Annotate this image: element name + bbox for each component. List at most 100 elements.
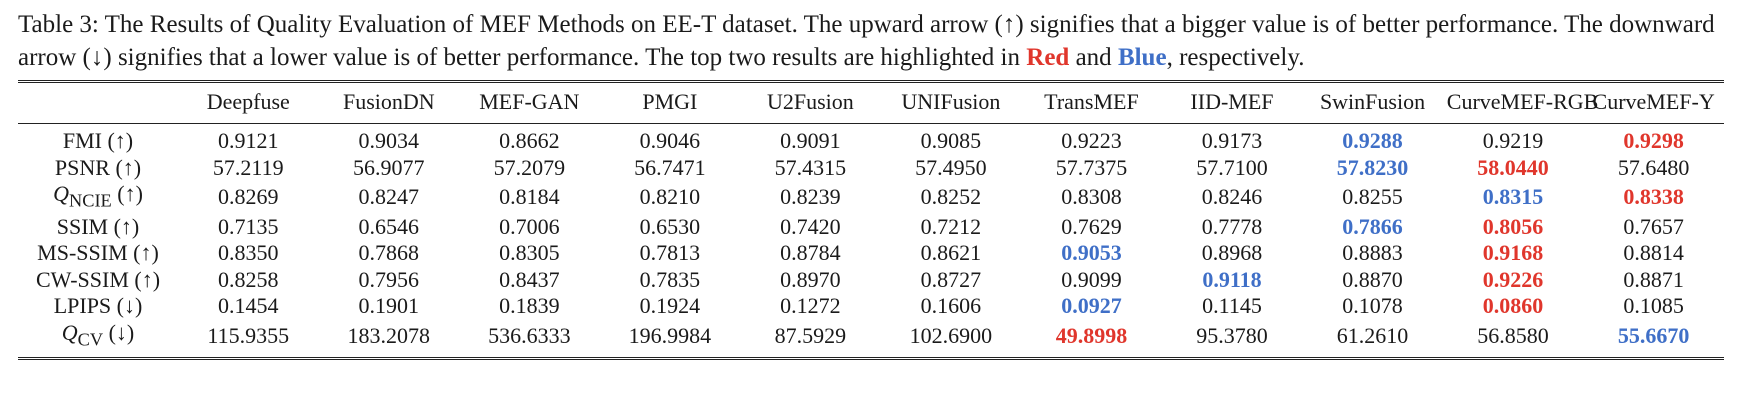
value-cell: 0.7135	[218, 213, 279, 239]
value-cell: 0.8255	[1342, 184, 1403, 210]
table-row: FMI (↑) 0.9121 0.9034 0.8662 0.9046 0.9091 0.9…	[18, 124, 1724, 155]
value-cell: 0.9168	[1482, 240, 1544, 266]
value-cell: 0.7006	[499, 213, 560, 239]
table-row: MS-SSIM (↑) 0.8350 0.7868 0.8305 0.7813 0.878…	[18, 240, 1724, 267]
value-cell: 0.8252	[920, 184, 982, 210]
value-cell: 0.9118	[1202, 266, 1262, 292]
value-cell: 183.2078	[347, 323, 431, 349]
value-cell: 0.9226	[1482, 266, 1544, 292]
value-cell: 0.7956	[358, 266, 420, 292]
value-cell: 57.4950	[915, 154, 987, 180]
value-cell: 0.0860	[1482, 293, 1544, 319]
value-cell: 87.5929	[774, 323, 847, 349]
value-cell: 0.7420	[780, 213, 841, 239]
caption-blue-word: Blue	[1117, 44, 1167, 71]
caption-main: Table 3: The Results of Quality Evaluati…	[18, 11, 1715, 71]
value-cell: 57.8230	[1336, 154, 1409, 180]
value-cell: 0.8883	[1342, 240, 1403, 266]
value-cell: 0.7629	[1061, 213, 1122, 239]
value-cell: 0.8814	[1623, 240, 1684, 266]
value-cell: 0.8184	[499, 184, 560, 210]
metric-symbol: Q	[61, 319, 78, 345]
metric-cell: FMI (↑)	[18, 124, 178, 155]
value-cell: 0.1145	[1202, 293, 1262, 319]
results-table: Deepfuse FusionDN MEF-GAN PMGI U2Fusion UNIFu…	[18, 80, 1724, 360]
value-cell: 0.8727	[920, 266, 982, 292]
value-cell: 0.9091	[780, 128, 841, 153]
column-header: CurveMEF-RGB	[1446, 89, 1599, 114]
value-cell: 0.8621	[920, 240, 982, 266]
value-cell: 115.9355	[207, 323, 290, 349]
value-cell: 57.7375	[1055, 154, 1128, 180]
table-row: QCV (↓) 115.9355 183.2078 536.6333 196.9984 8…	[18, 320, 1724, 358]
value-cell: 57.6480	[1617, 154, 1690, 180]
metric-symbol: Q	[53, 181, 69, 206]
metric-cell: MS-SSIM (↑)	[18, 240, 178, 267]
value-cell: 0.9288	[1342, 128, 1403, 153]
value-cell: 0.8258	[218, 266, 279, 292]
metric-subscript: NCIE	[68, 190, 112, 211]
value-cell: 0.8247	[358, 184, 420, 210]
value-cell: 0.6546	[358, 213, 420, 239]
column-header: UNIFusion	[901, 89, 1001, 114]
value-cell: 0.7868	[358, 240, 420, 266]
column-header: MEF-GAN	[479, 89, 580, 114]
column-header: IID-MEF	[1190, 89, 1274, 114]
value-cell: 0.8871	[1623, 266, 1684, 292]
value-cell: 0.8968	[1201, 240, 1263, 266]
column-header: Deepfuse	[206, 89, 290, 114]
value-cell: 57.2119	[212, 154, 284, 180]
metric-cell: SSIM (↑)	[18, 214, 178, 241]
value-cell: 0.8437	[499, 266, 560, 292]
value-cell: 0.1272	[780, 293, 841, 319]
value-cell: 61.2610	[1336, 323, 1409, 349]
value-cell: 0.1924	[639, 293, 701, 319]
value-cell: 56.7471	[634, 154, 706, 180]
value-cell: 55.6670	[1617, 323, 1690, 349]
value-cell: 0.8239	[780, 184, 841, 210]
value-cell: 0.9034	[358, 128, 420, 153]
value-cell: 0.8662	[499, 128, 560, 153]
value-cell: 0.9219	[1482, 128, 1544, 153]
metric-label: MS-SSIM (↑)	[37, 240, 159, 266]
metric-label: LPIPS (↓)	[53, 293, 143, 319]
value-cell: 0.7778	[1201, 213, 1263, 239]
value-cell: 102.6900	[909, 323, 993, 349]
header-metric-cell	[18, 82, 178, 124]
value-cell: 0.8338	[1623, 184, 1684, 210]
table-body: FMI (↑) 0.9121 0.9034 0.8662 0.9046 0.9091 0.9…	[18, 124, 1724, 359]
value-cell: 0.8870	[1342, 266, 1403, 292]
value-cell: 95.3780	[1196, 323, 1268, 349]
caption-tail: , respectively.	[1166, 44, 1305, 71]
value-cell: 49.8998	[1055, 323, 1128, 349]
value-cell: 0.8305	[499, 240, 560, 266]
metric-label: FMI (↑)	[62, 128, 134, 153]
column-header: U2Fusion	[766, 89, 854, 114]
table-caption: Table 3: The Results of Quality Evaluati…	[18, 8, 1724, 74]
caption-and-word: and	[1075, 44, 1112, 71]
value-cell: 0.0927	[1061, 293, 1122, 319]
metric-cell: QCV (↓)	[18, 320, 178, 358]
value-cell: 56.9077	[353, 154, 425, 180]
value-cell: 0.1085	[1623, 293, 1684, 319]
value-cell: 0.8210	[639, 184, 701, 210]
value-cell: 0.9085	[920, 128, 982, 153]
value-cell: 0.8315	[1482, 184, 1544, 210]
table-row: CW-SSIM (↑) 0.8258 0.7956 0.8437 0.7835 0.897…	[18, 267, 1724, 294]
value-cell: 0.8308	[1061, 184, 1122, 210]
table-row: LPIPS (↓) 0.1454 0.1901 0.1839 0.1924 0.1272 0…	[18, 293, 1724, 320]
value-cell: 536.6333	[488, 323, 571, 349]
value-cell: 0.8350	[218, 240, 279, 266]
metric-cell: CW-SSIM (↑)	[18, 267, 178, 294]
column-header: TransMEF	[1044, 89, 1139, 114]
metric-label: PSNR (↑)	[54, 154, 142, 180]
metric-label: SSIM (↑)	[56, 213, 140, 239]
value-cell: 0.9298	[1623, 128, 1684, 153]
value-cell: 0.1454	[218, 293, 279, 319]
value-cell: 0.8970	[780, 266, 841, 292]
value-cell: 0.7866	[1342, 213, 1403, 239]
value-cell: 0.1606	[920, 293, 982, 319]
value-cell: 0.9099	[1061, 266, 1122, 292]
value-cell: 0.7813	[639, 240, 701, 266]
